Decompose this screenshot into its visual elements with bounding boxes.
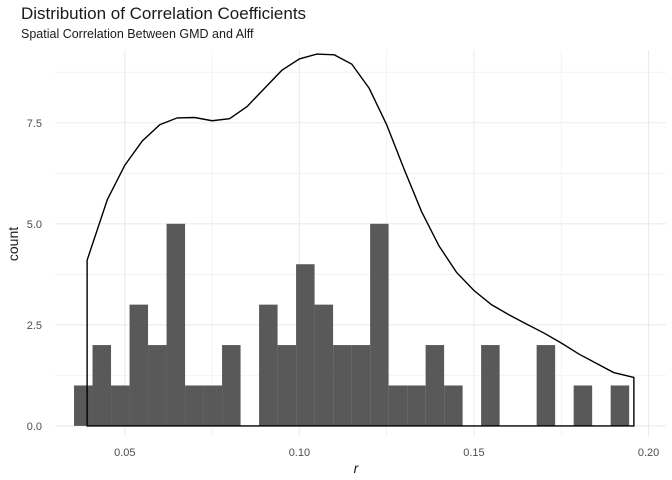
histogram-bar xyxy=(536,345,556,426)
histogram-bar xyxy=(388,385,408,426)
histogram-bar xyxy=(314,304,334,426)
histogram-bar xyxy=(407,385,426,426)
histogram-bar xyxy=(148,345,167,426)
y-tick-label: 2.5 xyxy=(27,320,42,332)
histogram-bar xyxy=(259,304,278,426)
histogram-bar xyxy=(296,264,315,426)
histogram-bar xyxy=(222,345,241,426)
histogram-bar xyxy=(129,304,149,426)
histogram-bars xyxy=(74,223,630,426)
histogram-bar xyxy=(92,345,112,426)
y-tick-label: 5.0 xyxy=(27,219,42,231)
histogram-bar xyxy=(111,385,130,426)
chart-title: Distribution of Correlation Coefficients xyxy=(21,4,307,23)
histogram-bar xyxy=(203,385,223,426)
histogram-bar xyxy=(444,385,463,426)
histogram-bar xyxy=(185,385,204,426)
x-tick-label: 0.20 xyxy=(638,447,659,459)
x-tick-label: 0.10 xyxy=(289,447,310,459)
x-tick-label: 0.15 xyxy=(463,447,484,459)
x-axis-title: r xyxy=(354,460,360,476)
histogram-bar xyxy=(333,345,352,426)
histogram-bar xyxy=(166,223,186,426)
axis-ticks: 0.05 0.10 0.15 0.20 0.0 2.5 5.0 7.5 xyxy=(27,118,660,459)
y-tick-label: 0.0 xyxy=(27,421,42,433)
x-tick-label: 0.05 xyxy=(114,447,135,459)
histogram-bar xyxy=(74,385,93,426)
chart-subtitle: Spatial Correlation Between GMD and Alff xyxy=(21,27,254,41)
histogram-bar xyxy=(425,345,445,426)
density-curve xyxy=(86,53,635,427)
histogram-bar xyxy=(573,385,593,426)
histogram-bar xyxy=(370,223,389,426)
histogram-bar xyxy=(277,345,297,426)
histogram-bar xyxy=(351,345,371,426)
y-axis-title: count xyxy=(5,227,21,261)
y-tick-label: 7.5 xyxy=(27,118,42,130)
histogram-bar xyxy=(481,345,500,426)
histogram-bar xyxy=(610,385,630,426)
